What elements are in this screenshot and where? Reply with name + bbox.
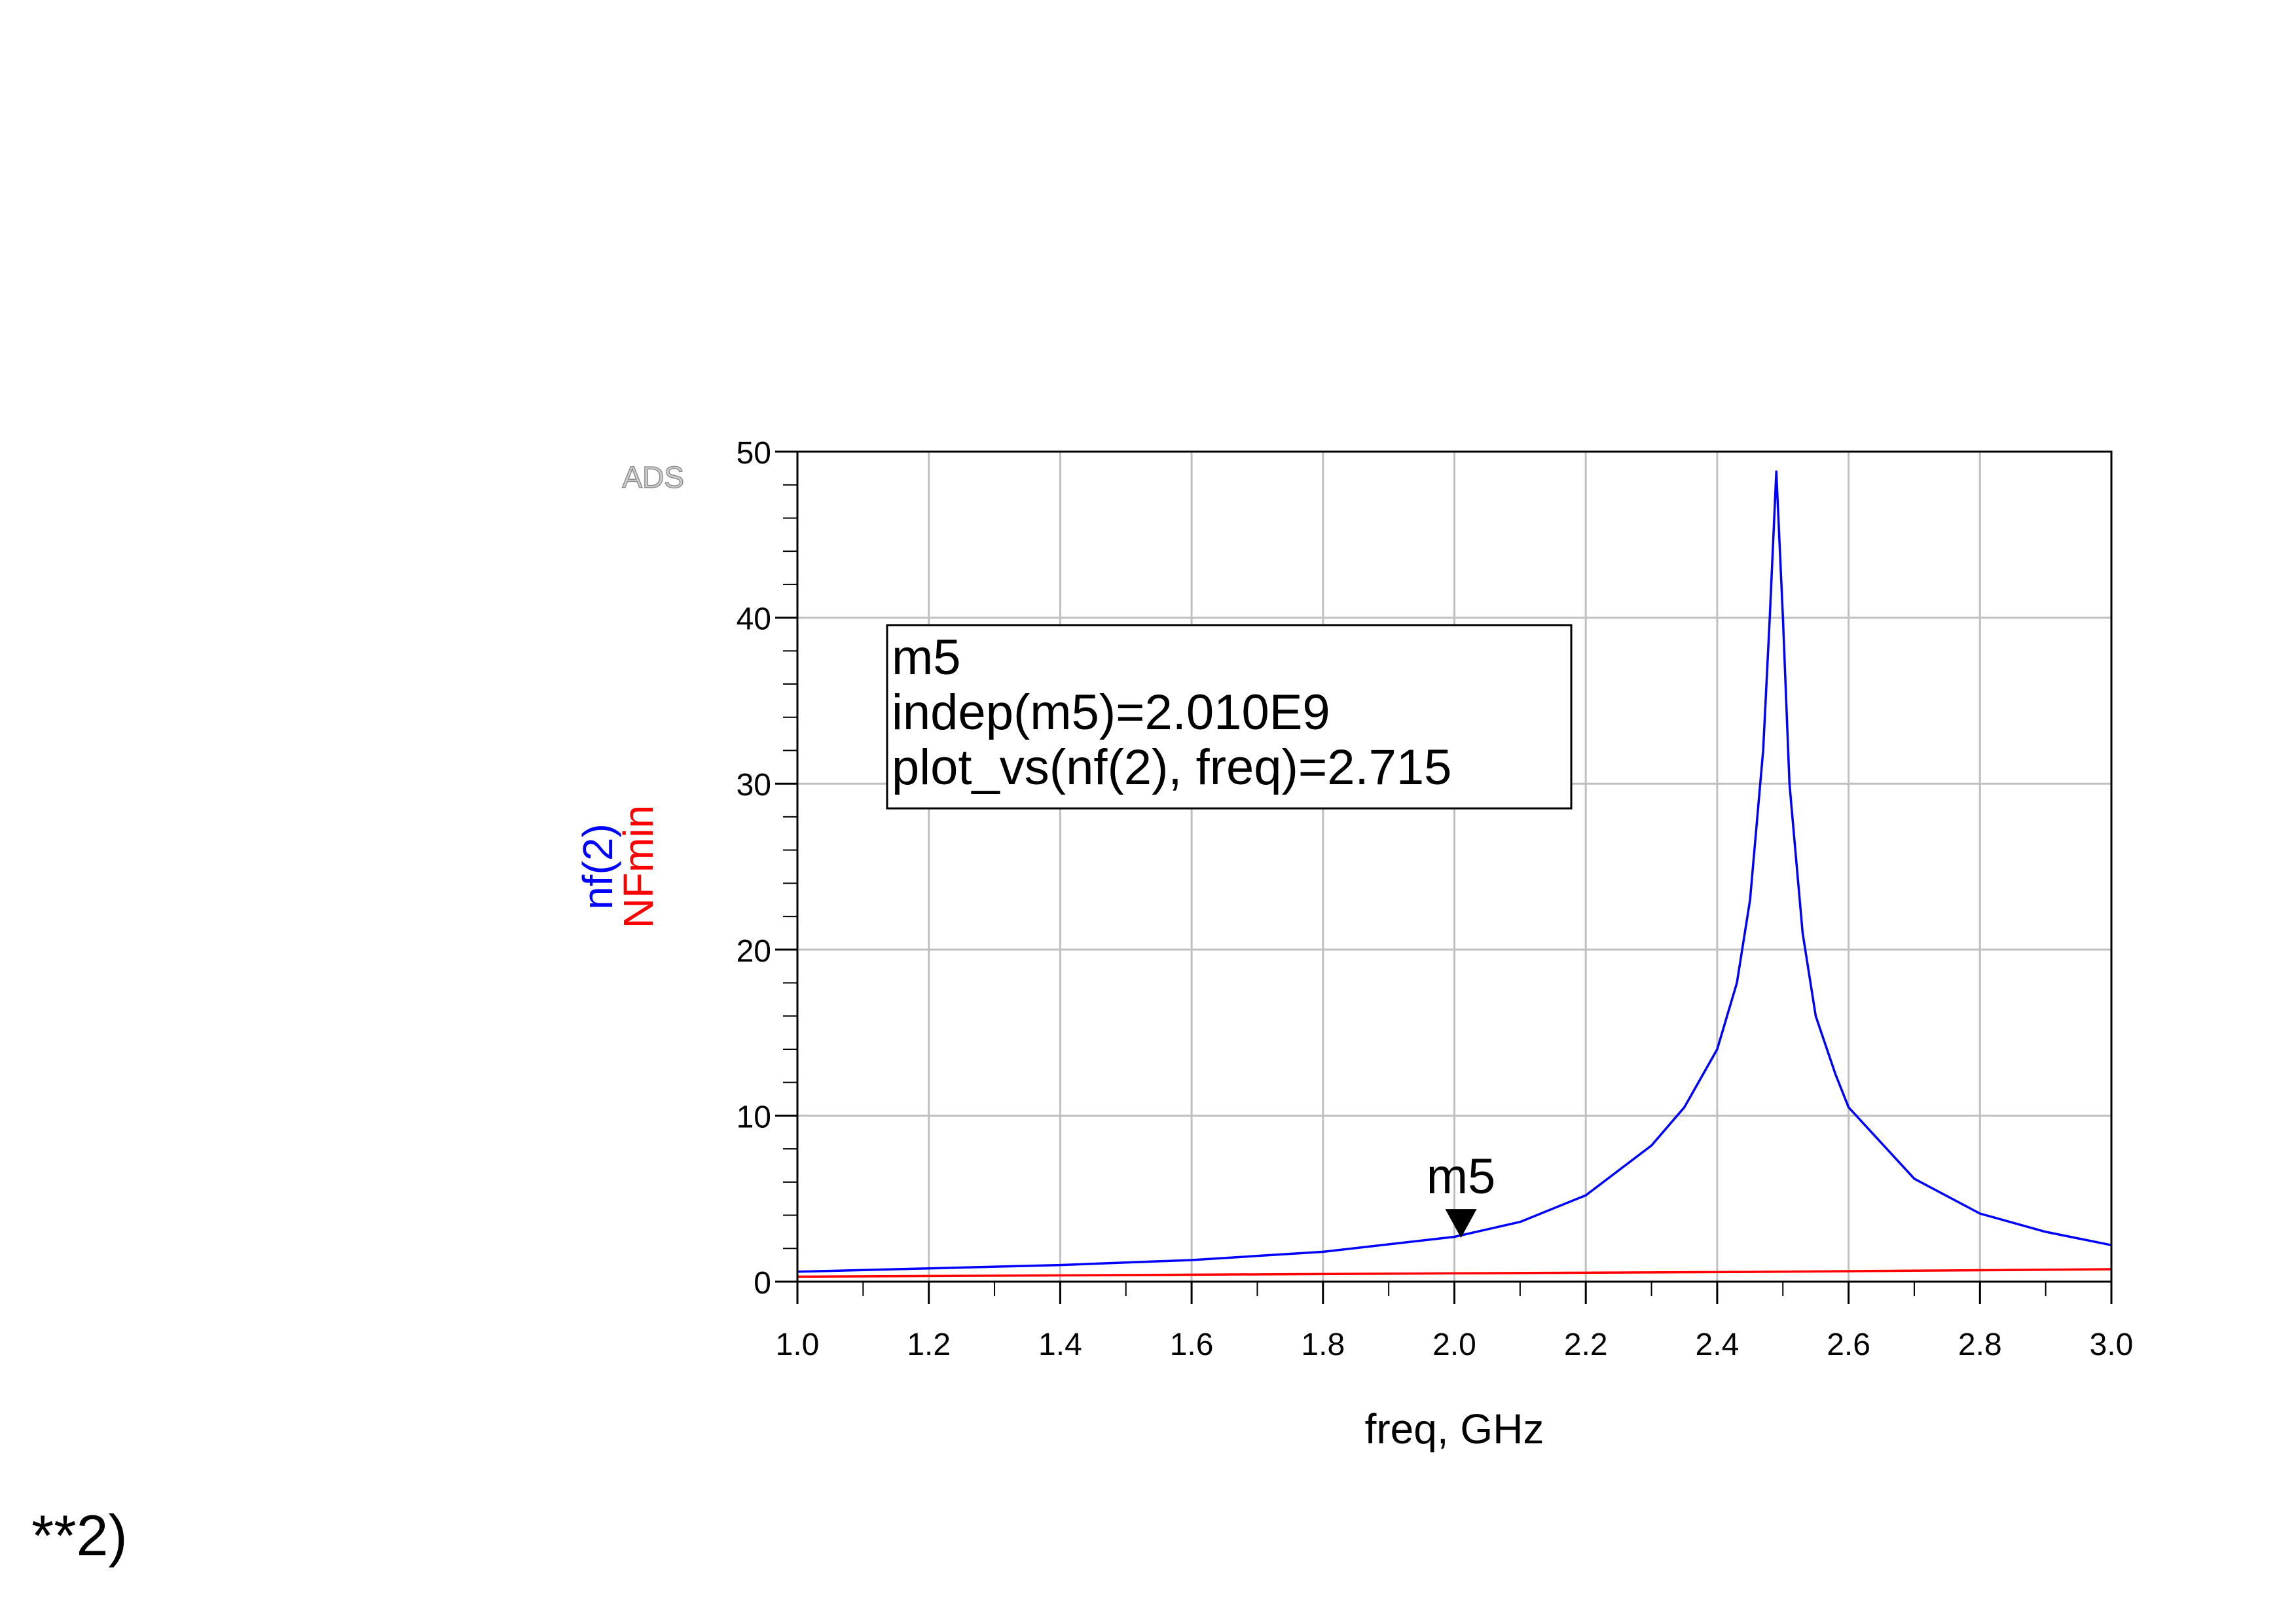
x-tick-label: 1.4 xyxy=(1038,1327,1082,1362)
x-tick-label: 2.0 xyxy=(1432,1327,1476,1362)
ads-watermark: ADS xyxy=(622,460,684,494)
marker-triangle-icon xyxy=(1445,1209,1477,1238)
y-tick-label: 30 xyxy=(737,768,771,803)
x-axis-title: freq, GHz xyxy=(1365,1405,1544,1453)
x-tick-label: 1.6 xyxy=(1170,1327,1214,1362)
x-tick-label: 1.2 xyxy=(907,1327,951,1362)
y-tick-label: 0 xyxy=(754,1266,771,1301)
readout-line: indep(m5)=2.010E9 xyxy=(892,685,1330,740)
x-tick-label: 3.0 xyxy=(2090,1327,2134,1362)
x-tick-labels: 1.0 1.2 1.4 1.6 1.8 2.0 2.2 2.4 2.6 2.8 3.0 xyxy=(776,1327,2134,1362)
marker-label: m5 xyxy=(1427,1149,1496,1204)
x-tick-label: 2.8 xyxy=(1958,1327,2002,1362)
series-nf-2 xyxy=(797,470,2112,1273)
series-layer xyxy=(797,470,2112,1278)
y-tick-label: 50 xyxy=(737,436,771,471)
readout-frame xyxy=(886,624,1573,810)
x-tick-label: 1.0 xyxy=(776,1327,820,1362)
readout-line: m5 xyxy=(892,630,961,685)
readout-line: plot_vs(nf(2), freq)=2.715 xyxy=(892,740,1451,795)
x-tick-label: 2.6 xyxy=(1827,1327,1870,1362)
footer-label: **2) xyxy=(31,1503,128,1568)
y-axis-titles: nf(2)NFmin xyxy=(574,805,662,928)
x-tick-label: 2.2 xyxy=(1564,1327,1608,1362)
marker-m5[interactable]: m5 xyxy=(1427,1149,1496,1238)
y-tick-labels: 0 10 20 30 40 50 xyxy=(737,436,771,1301)
y-axis-title-1: nf(2) xyxy=(574,823,621,910)
x-tick-label: 2.4 xyxy=(1696,1327,1740,1362)
plot-frame xyxy=(796,450,2113,1283)
x-tick-label: 1.8 xyxy=(1301,1327,1345,1362)
minor-ticks xyxy=(775,450,2113,1304)
y-tick-label: 40 xyxy=(737,602,771,637)
series-nfmin xyxy=(797,1268,2112,1278)
y-tick-label: 20 xyxy=(737,934,771,969)
y-axis-title-2: NFmin xyxy=(615,805,662,928)
y-tick-label: 10 xyxy=(737,1100,771,1134)
